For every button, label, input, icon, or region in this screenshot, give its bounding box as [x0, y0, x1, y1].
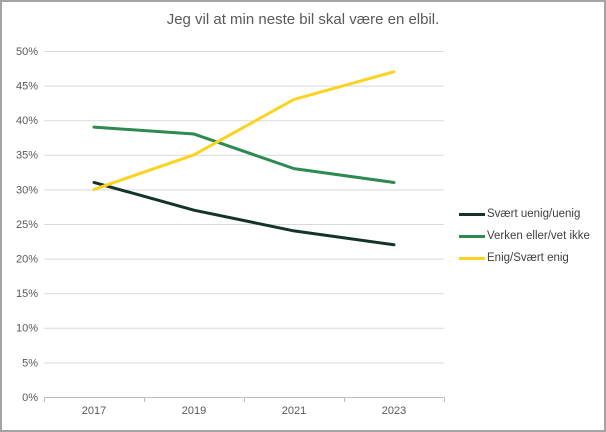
series-line-0: [92, 180, 396, 247]
x-axis-label: 2023: [382, 405, 406, 417]
y-axis-label: 50%: [16, 46, 38, 58]
x-axis-label: 2019: [182, 405, 206, 417]
x-axis-label: 2017: [82, 405, 106, 417]
legend-item: Enig/Svært enig: [459, 247, 590, 269]
y-axis-label: 30%: [16, 184, 38, 196]
y-axis-label: 40%: [16, 115, 38, 127]
y-axis-label: 25%: [16, 219, 38, 231]
legend-label: Svært uenig/uenig: [487, 208, 581, 220]
y-axis-label: 5%: [22, 357, 38, 369]
legend-label: Verken eller/vet ikke: [487, 230, 590, 242]
series-line-2: [92, 70, 396, 191]
y-axis-label: 45%: [16, 80, 38, 92]
legend-swatch: [459, 234, 485, 238]
legend-item: Svært uenig/uenig: [459, 203, 590, 225]
y-axis-label: 35%: [16, 150, 38, 162]
legend: Svært uenig/uenig Verken eller/vet ikke En…: [459, 203, 590, 269]
chart-title: Jeg vil at min neste bil skal være en el…: [166, 11, 440, 28]
legend-item: Verken eller/vet ikke: [459, 225, 590, 247]
legend-label: Enig/Svært enig: [487, 252, 569, 264]
y-axis-label: 0%: [22, 392, 38, 404]
legend-swatch: [459, 212, 485, 216]
series-line-1: [92, 125, 396, 184]
y-axis-label: 20%: [16, 253, 38, 265]
x-axis-label: 2021: [282, 405, 306, 417]
legend-swatch: [459, 256, 485, 260]
y-axis-label: 10%: [16, 323, 38, 335]
y-axis-label: 15%: [16, 288, 38, 300]
